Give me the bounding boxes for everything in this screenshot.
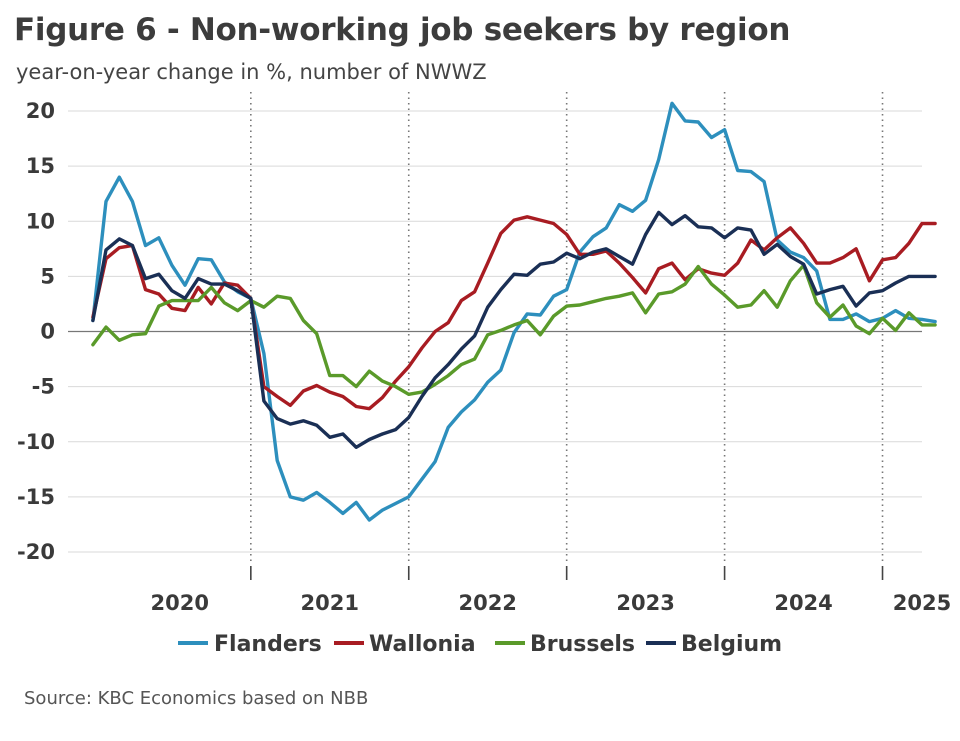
series-line-brussels xyxy=(91,263,937,396)
source-note: Source: KBC Economics based on NBB xyxy=(24,688,369,709)
x-tick-label: 2022 xyxy=(458,591,516,615)
axis-layer: 20 15 10 5 0 -5 -10 -15 -20 2020 2021 2022 2023 2024 2… xyxy=(17,99,951,615)
y-tick-label: 0 xyxy=(40,320,55,344)
chart-subtitle: year-on-year change in %, number of NWWZ xyxy=(16,60,487,84)
legend-label-wallonia: Wallonia xyxy=(369,632,476,657)
legend-label-flanders: Flanders xyxy=(214,632,322,657)
y-tick-label: 20 xyxy=(26,99,55,123)
y-tick-label: -15 xyxy=(17,485,55,509)
year-boundary-layer xyxy=(250,92,884,565)
legend-label-belgium: Belgium xyxy=(681,632,782,657)
page-title: Figure 6 - Non-working job seekers by re… xyxy=(14,12,791,48)
x-tick-label: 2024 xyxy=(774,591,832,615)
y-tick-label: 10 xyxy=(26,209,55,233)
grid-layer xyxy=(68,110,922,553)
y-tick-label: -20 xyxy=(17,540,55,564)
y-tick-label: 15 xyxy=(26,154,55,178)
x-tick-label: 2025 xyxy=(893,591,951,615)
x-tick-label: 2020 xyxy=(151,591,209,615)
y-tick-label: -10 xyxy=(17,430,55,454)
series-line-wallonia xyxy=(91,215,937,411)
legend-label-brussels: Brussels xyxy=(530,632,635,657)
x-tick-label: 2023 xyxy=(616,591,674,615)
series-layer xyxy=(91,101,937,522)
series-line-belgium xyxy=(91,210,937,449)
legend: Flanders Wallonia Brussels Belgium xyxy=(178,632,782,657)
y-tick-label: 5 xyxy=(40,264,55,288)
line-chart: 20 15 10 5 0 -5 -10 -15 -20 2020 2021 2022 2023 2024 2… xyxy=(17,92,951,657)
x-tick-label: 2021 xyxy=(301,591,359,615)
y-tick-label: -5 xyxy=(32,375,55,399)
